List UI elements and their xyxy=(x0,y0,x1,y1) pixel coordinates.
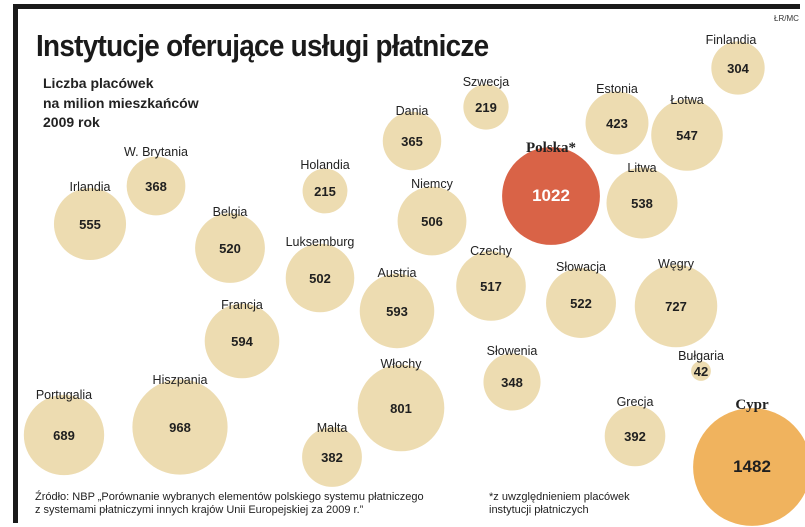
country-label-cypr: Cypr xyxy=(735,397,769,413)
country-label-slowacja: Słowacja xyxy=(556,260,606,274)
value-label-francja: 594 xyxy=(231,334,253,349)
country-label-irlandia: Irlandia xyxy=(70,180,111,194)
bubble-slowacja xyxy=(546,268,616,338)
bubble-malta xyxy=(302,427,362,487)
value-label-cypr: 1482 xyxy=(733,457,771,476)
bubble-lotwa xyxy=(651,99,723,171)
country-label-litwa: Litwa xyxy=(627,161,656,175)
country-label-szwecja: Szwecja xyxy=(463,75,510,89)
bubble-slowenia xyxy=(483,353,541,411)
bubble-austria xyxy=(359,273,435,349)
country-label-lotwa: Łotwa xyxy=(670,93,703,107)
credit: ŁR/MC xyxy=(774,14,799,23)
value-label-belgia: 520 xyxy=(219,241,241,256)
bubble-w-brytania xyxy=(126,156,186,216)
footnote: *z uwzględnieniem placówek instytucji pł… xyxy=(489,491,630,517)
value-label-malta: 382 xyxy=(321,450,343,465)
value-label-austria: 593 xyxy=(386,304,408,319)
bubble-francja xyxy=(204,303,280,379)
bubble-portugalia xyxy=(23,394,105,476)
bubble-belgia xyxy=(195,213,265,283)
value-label-niemcy: 506 xyxy=(421,214,443,229)
country-label-francja: Francja xyxy=(221,298,263,312)
country-label-finlandia: Finlandia xyxy=(706,33,757,47)
country-label-niemcy: Niemcy xyxy=(411,177,453,191)
country-label-malta: Malta xyxy=(317,421,348,435)
source-note: Źródło: NBP „Porównanie wybranych elemen… xyxy=(35,491,424,517)
country-label-holandia: Holandia xyxy=(300,158,349,172)
country-label-austria: Austria xyxy=(378,266,417,280)
bubble-polska xyxy=(502,147,600,245)
value-label-szwecja: 219 xyxy=(475,100,497,115)
footnote-line-2: instytucji płatniczych xyxy=(489,504,589,516)
bubble-niemcy xyxy=(397,186,467,256)
value-label-irlandia: 555 xyxy=(79,217,101,232)
source-note-line-2: z systemami płatniczymi innych krajów Un… xyxy=(35,504,364,516)
bubble-luksemburg xyxy=(285,243,355,313)
value-label-litwa: 538 xyxy=(631,196,653,211)
bubble-holandia xyxy=(302,168,348,214)
value-label-estonia: 423 xyxy=(606,116,628,131)
value-label-polska: 1022 xyxy=(532,186,570,205)
value-label-hiszpania: 968 xyxy=(169,420,191,435)
country-label-luksemburg: Luksemburg xyxy=(286,235,355,249)
value-label-portugalia: 689 xyxy=(53,428,75,443)
value-label-bulgaria: 42 xyxy=(694,364,708,379)
value-label-czechy: 517 xyxy=(480,279,502,294)
value-label-dania: 365 xyxy=(401,134,423,149)
bubble-litwa xyxy=(606,167,678,239)
country-label-polska: Polska* xyxy=(526,140,576,156)
subtitle-line-1: Liczba placówek xyxy=(43,75,154,91)
country-label-portugalia: Portugalia xyxy=(36,388,92,402)
bubble-estonia xyxy=(585,91,649,155)
country-label-bulgaria: Bułgaria xyxy=(678,349,724,363)
bubble-wlochy xyxy=(357,364,445,452)
value-label-lotwa: 547 xyxy=(676,128,698,143)
value-label-holandia: 215 xyxy=(314,184,336,199)
country-label-hiszpania: Hiszpania xyxy=(153,373,208,387)
bubble-wegry xyxy=(634,264,718,348)
value-label-luksemburg: 502 xyxy=(309,271,331,286)
country-label-wlochy: Włochy xyxy=(381,357,423,371)
country-label-grecja: Grecja xyxy=(617,395,654,409)
country-label-belgia: Belgia xyxy=(213,205,248,219)
bubble-szwecja xyxy=(463,84,509,130)
value-label-slowenia: 348 xyxy=(501,375,523,390)
country-label-dania: Dania xyxy=(396,104,429,118)
country-label-wegry: Węgry xyxy=(658,257,695,271)
subtitle-line-3: 2009 rok xyxy=(43,114,100,130)
bubble-cypr xyxy=(693,408,805,526)
value-label-wlochy: 801 xyxy=(390,401,412,416)
frame-left-rule xyxy=(13,4,18,523)
frame-top-rule xyxy=(13,4,800,9)
bubble-hiszpania xyxy=(132,379,228,475)
source-note-line-1: Źródło: NBP „Porównanie wybranych elemen… xyxy=(35,491,424,503)
bubble-czechy xyxy=(456,251,526,321)
value-label-w-brytania: 368 xyxy=(145,179,167,194)
value-label-wegry: 727 xyxy=(665,299,687,314)
country-label-slowenia: Słowenia xyxy=(487,344,538,358)
bubble-dania xyxy=(382,111,442,171)
bubble-irlandia xyxy=(53,187,127,261)
value-label-grecja: 392 xyxy=(624,429,646,444)
value-label-finlandia: 304 xyxy=(727,61,749,76)
bubble-bulgaria xyxy=(691,361,711,381)
bubble-grecja xyxy=(604,405,666,467)
country-label-czechy: Czechy xyxy=(470,244,512,258)
subtitle-line-2: na milion mieszkańców xyxy=(43,95,199,111)
chart-title: Instytucje oferujące usługi płatnicze xyxy=(36,28,489,63)
bubble-finlandia xyxy=(711,41,765,95)
country-label-w-brytania: W. Brytania xyxy=(124,145,188,159)
footnote-line-1: *z uwzględnieniem placówek xyxy=(489,491,630,503)
value-label-slowacja: 522 xyxy=(570,296,592,311)
country-label-estonia: Estonia xyxy=(596,82,638,96)
